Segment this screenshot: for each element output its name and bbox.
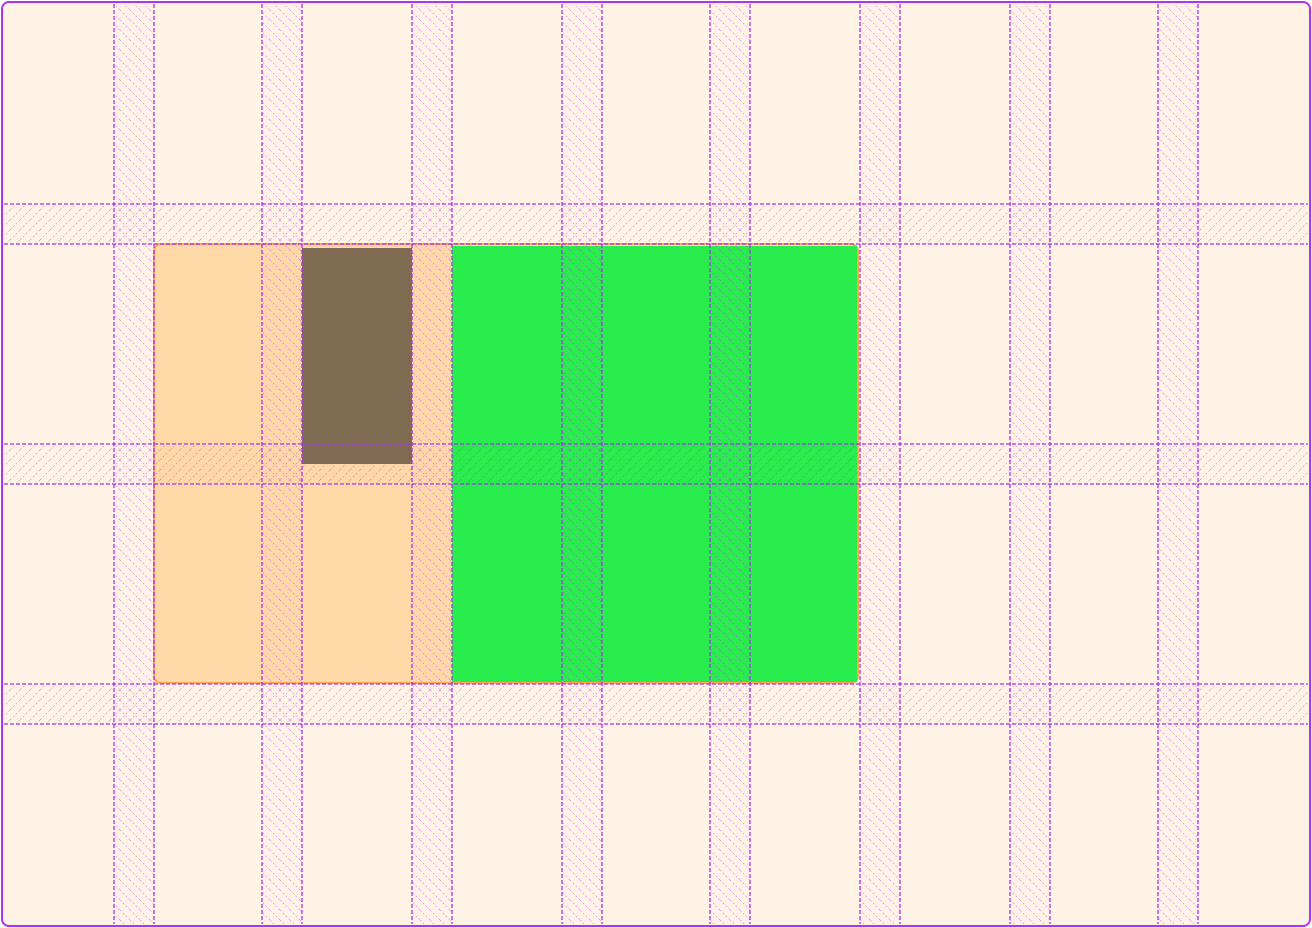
grid-item-green[interactable] (452, 246, 857, 682)
grid-item-brown[interactable] (302, 248, 412, 464)
